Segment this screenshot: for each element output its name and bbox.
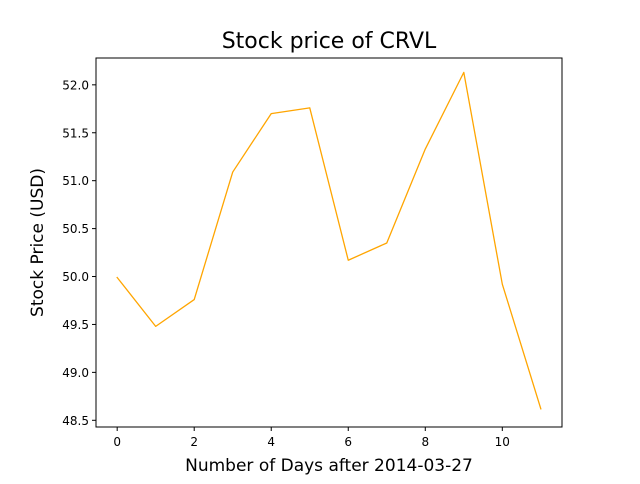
- y-tick-label: 50.5: [62, 222, 89, 236]
- y-tick-label: 52.0: [62, 78, 89, 92]
- x-tick-label: 10: [495, 435, 510, 449]
- x-tick-label: 8: [421, 435, 429, 449]
- y-tick-label: 50.0: [62, 270, 89, 284]
- y-tick-label: 51.0: [62, 174, 89, 188]
- y-axis-title: Stock Price (USD): [28, 168, 48, 317]
- x-axis-title: Number of Days after 2014-03-27: [185, 456, 473, 476]
- y-tick-label: 49.5: [62, 318, 89, 332]
- x-tick-label: 2: [190, 435, 198, 449]
- y-tick-label: 51.5: [62, 126, 89, 140]
- y-tick-label: 49.0: [62, 366, 89, 380]
- x-tick-label: 4: [267, 435, 275, 449]
- y-tick-label: 48.5: [62, 414, 89, 428]
- chart-title: Stock price of CRVL: [222, 29, 437, 54]
- x-tick-label: 0: [113, 435, 121, 449]
- x-tick-label: 6: [344, 435, 352, 449]
